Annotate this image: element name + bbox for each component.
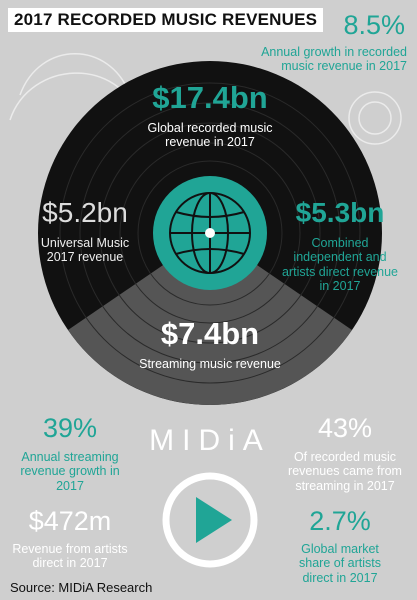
stat-value: $5.2bn [42,197,128,228]
spindle-hole [205,228,215,238]
stat-label: Global recorded music revenue in 2017 [147,121,273,150]
stat-value: $17.4bn [152,80,268,115]
stat-label: Of recorded music revenues came from str… [288,450,402,493]
stat-label: Global market share of artists direct in… [299,542,381,585]
stat-label: Revenue from artists direct in 2017 [12,542,128,571]
stat-label: Combined independent and artists direct … [281,236,399,294]
stat-label: Streaming music revenue [139,357,281,371]
stat-value: $5.3bn [295,197,385,228]
stat-label: Annual growth in recorded music revenue … [261,45,407,74]
stat-value: 8.5% [343,10,405,40]
stat-value: 39% [42,413,98,443]
stat-label: Annual streaming revenue growth in 2017 [20,450,120,493]
stat-label: Universal Music 2017 revenue [40,236,130,265]
logo: MIDiA [149,424,271,457]
streaming-segment [68,233,352,405]
stat-value: 43% [317,413,373,443]
play-icon [196,497,232,543]
stat-value: $7.4bn [160,316,260,351]
play-ring [162,472,258,568]
stat-value: 2.7% [309,506,371,536]
stat-value: $472m [28,506,112,536]
source: Source: MIDiA Research [10,580,153,595]
title: 2017 RECORDED MUSIC REVENUES [8,8,324,32]
grooves [59,82,361,384]
